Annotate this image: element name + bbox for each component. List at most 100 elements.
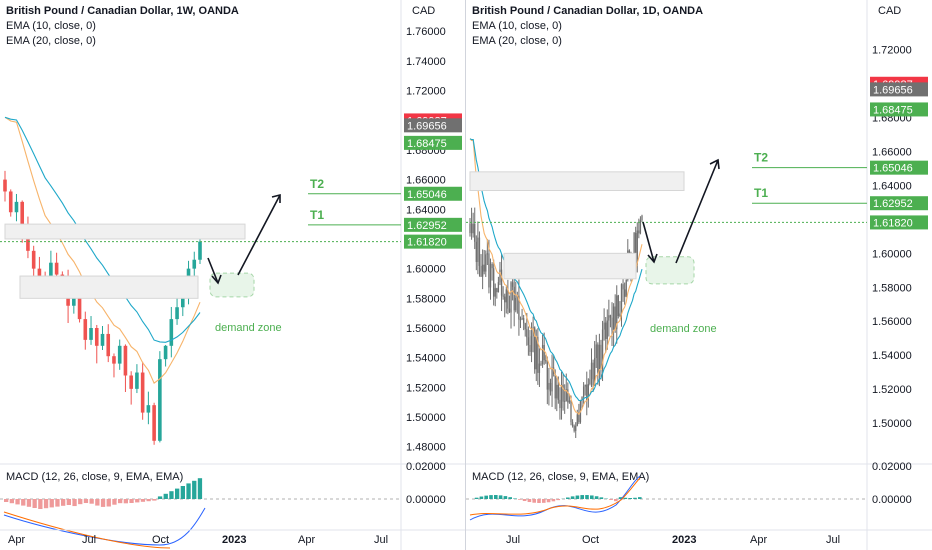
daily-title: British Pound / Canadian Dollar, 1D, OAN… (472, 5, 704, 17)
candle-body (515, 297, 517, 311)
macd-bar (479, 496, 484, 499)
candle-body (513, 286, 515, 311)
candle-body (617, 295, 619, 317)
candle-body (532, 327, 534, 337)
daily-chart-canvas[interactable]: CAD1.720001.700001.680001.660001.640001.… (466, 0, 932, 550)
candle-body (556, 384, 558, 399)
candle-body (568, 400, 571, 403)
macd-bar (9, 499, 14, 504)
weekly-chart-canvas[interactable]: CAD1.760001.740001.720001.700001.680001.… (0, 0, 466, 550)
macd-bar (556, 499, 560, 501)
macd-bar (157, 496, 163, 499)
candle-body (548, 382, 550, 390)
price-badge-label: 1.62952 (873, 198, 913, 210)
macd-bar (21, 499, 26, 506)
demand-zone-box (645, 256, 695, 285)
candles (469, 207, 643, 438)
candle-body (598, 344, 601, 373)
candle-body (534, 327, 536, 370)
candle-body (175, 307, 179, 320)
candle-body (117, 345, 122, 364)
candle-body (472, 223, 474, 234)
macd-bar (590, 495, 594, 499)
candle-body (474, 223, 476, 242)
target-label: T1 (754, 186, 768, 200)
candle-body (146, 405, 151, 413)
price-badge (404, 234, 462, 249)
arrow-head (709, 158, 720, 170)
candle-body (638, 230, 640, 234)
candle-body (594, 357, 596, 385)
price-tick: 1.54000 (406, 353, 446, 365)
candle-body (504, 296, 506, 303)
candle-body (496, 288, 498, 293)
price-tick: 1.74000 (406, 56, 446, 68)
candle-body (543, 345, 545, 361)
arrow-head (647, 253, 658, 264)
candle-body (530, 336, 533, 352)
macd-bar (106, 499, 111, 507)
macd-bar (61, 499, 66, 506)
supply-zone-box (469, 171, 685, 192)
candle-body (192, 259, 197, 269)
price-tick: 1.52000 (872, 384, 912, 396)
demand-zone-label: demand zone (650, 323, 717, 335)
time-tick: Jul (82, 534, 96, 546)
candle-body (480, 265, 482, 277)
candle-body (559, 399, 561, 409)
candle-body (469, 223, 471, 233)
price-tick: 1.66000 (406, 175, 446, 187)
candle-body (535, 336, 537, 370)
ema-10-line (4, 116, 201, 384)
macd-bar (494, 495, 498, 499)
macd-bar (599, 497, 604, 499)
candle-body (575, 425, 577, 431)
macd-bar (95, 499, 100, 506)
candle-body (499, 269, 501, 283)
candle-body (600, 344, 602, 370)
daily-chart-panel[interactable]: CAD1.720001.700001.680001.660001.640001.… (466, 0, 932, 550)
macd-bar (72, 499, 77, 507)
candle-body (488, 253, 490, 288)
candle-body (590, 362, 593, 380)
price-badge (404, 118, 462, 133)
price-tick: 1.72000 (872, 45, 912, 57)
candle-body (470, 223, 473, 234)
candle-body (493, 268, 495, 297)
macd-bar (585, 495, 589, 499)
panel-divider[interactable] (465, 0, 466, 550)
macd-bar (192, 480, 197, 499)
signal-line (3, 511, 171, 549)
candle-body (557, 384, 560, 400)
ema-10-line (469, 138, 643, 416)
daily-ema10-label: EMA (10, close, 0) (472, 20, 562, 32)
candle-body (603, 322, 605, 330)
candle-body (485, 254, 487, 272)
candle-body (622, 284, 624, 290)
weekly-chart-panel[interactable]: CAD1.760001.740001.720001.700001.680001.… (0, 0, 466, 550)
macd-bar (129, 499, 134, 503)
macd-bar (4, 499, 9, 502)
candle-body (546, 360, 548, 390)
candle-body (500, 269, 503, 296)
macd-bar (123, 499, 128, 504)
weekly-legend: British Pound / Canadian Dollar, 1W, OAN… (6, 4, 239, 49)
price-tick: 1.48000 (406, 442, 446, 454)
candle-body (616, 295, 618, 330)
macd-bar (594, 496, 599, 499)
candle-body (477, 237, 479, 262)
price-tick: 1.60000 (872, 248, 912, 260)
macd-histogram (4, 478, 203, 509)
price-badge (870, 102, 928, 117)
candle-body (586, 384, 588, 401)
candle-body (564, 400, 566, 402)
projection-arrow (207, 194, 281, 284)
candle-body (519, 319, 522, 321)
price-tick: 1.56000 (872, 316, 912, 328)
arrow-head (271, 193, 281, 203)
macd-bar (618, 497, 623, 499)
time-tick: Jul (826, 534, 840, 546)
demand-zone-label: demand zone (215, 322, 282, 334)
macd-bar (15, 499, 20, 505)
candle-body (527, 337, 530, 346)
